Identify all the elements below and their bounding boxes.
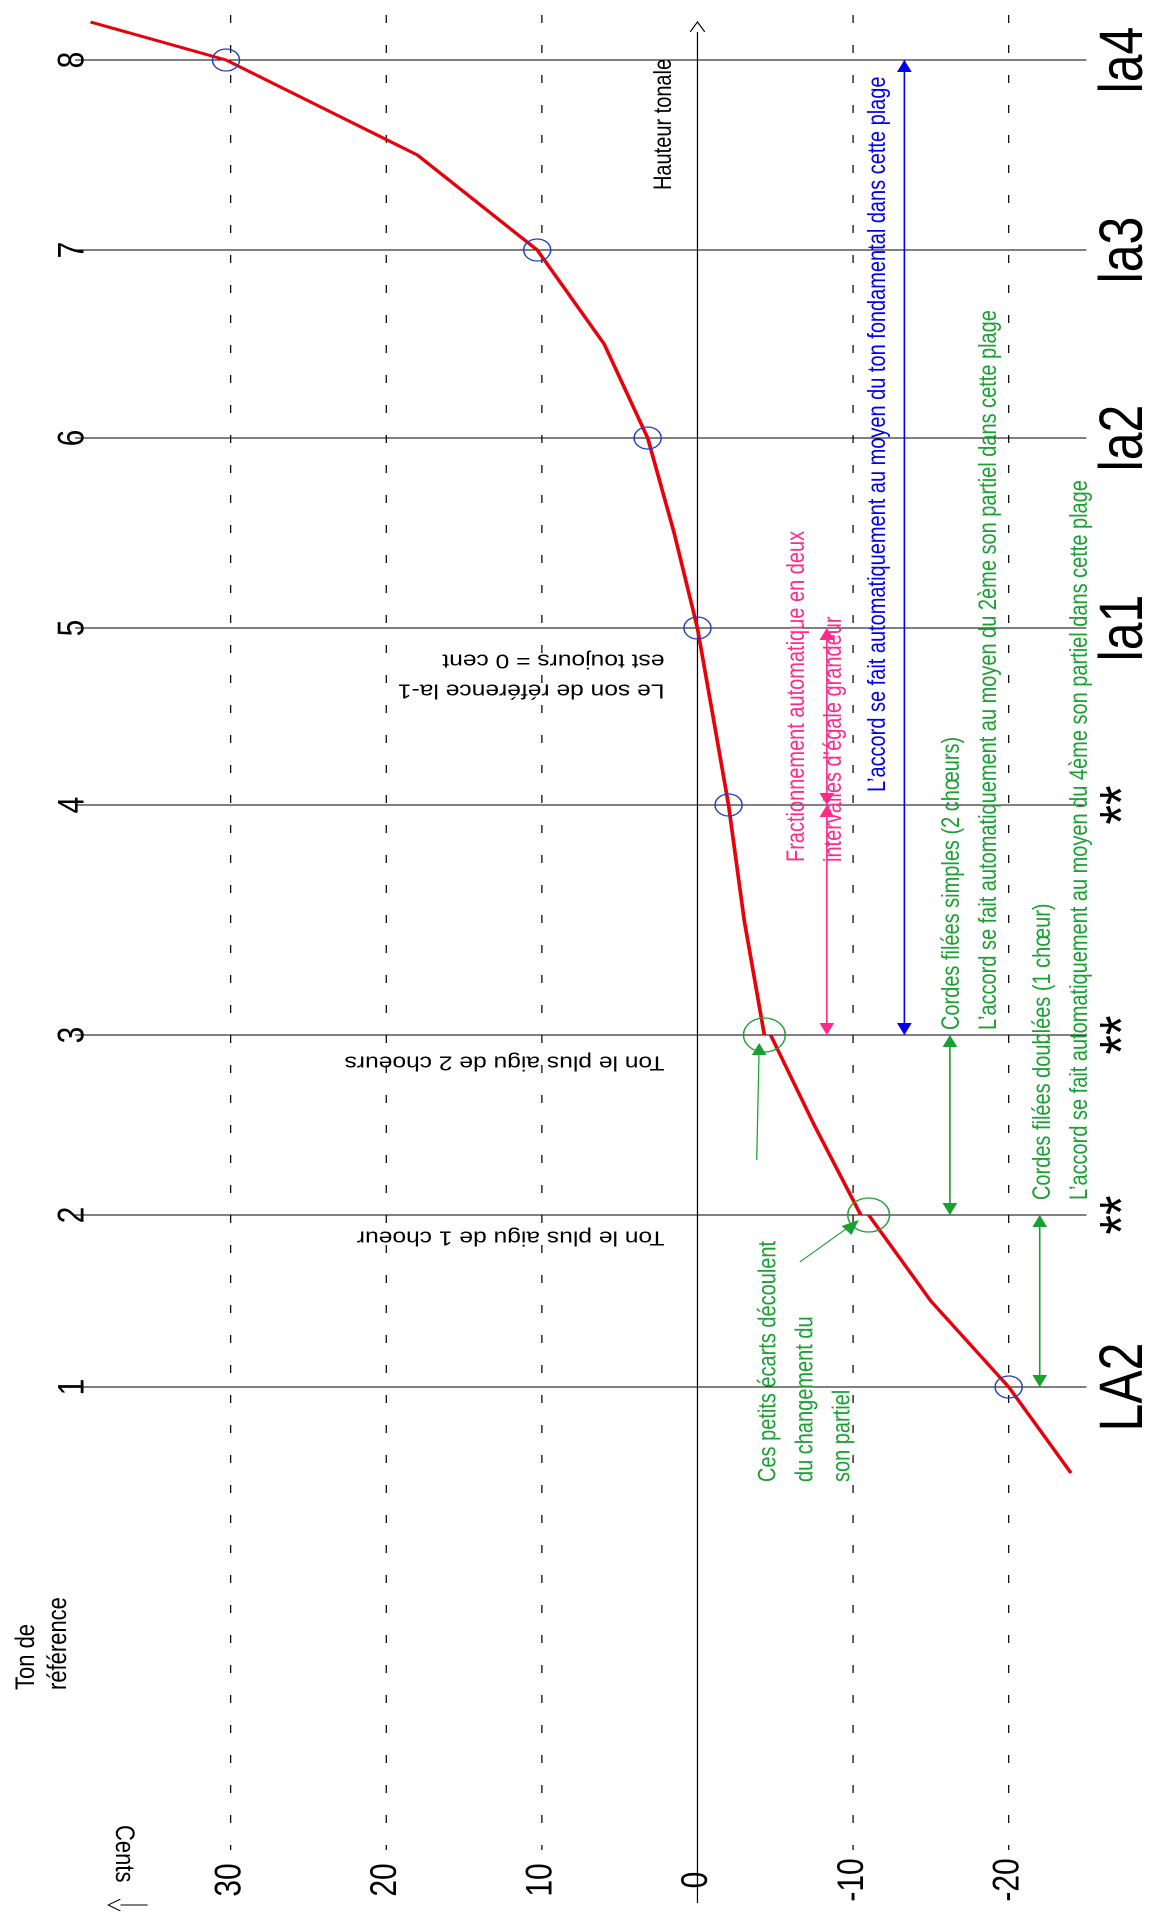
data-point [846, 1197, 891, 1233]
annotation: Ton le plus aigu de 2 choeurs [345, 1052, 665, 1074]
annotation-line: Ces petits écarts découlent [754, 1240, 781, 1482]
note-label: ** [1086, 1196, 1155, 1235]
note-label: la2 [1086, 405, 1155, 472]
x-axis-title: Ton de [11, 1624, 41, 1690]
note-label: la4 [1086, 27, 1155, 94]
annotation-line: Cordes filées doublées (1 chœur) [1028, 903, 1055, 1200]
x-axis-label: Hauteur tonale [649, 59, 676, 190]
arrowhead [819, 793, 835, 805]
annotation: L’accord se fait automatiquement au moye… [863, 77, 890, 792]
annotation-line: Ton le plus aigu de 1 choeur [356, 1227, 664, 1249]
annotation-line: Cordes filées simples (2 chœurs) [937, 737, 964, 1030]
annotation-line: Fractionnement automatique en deux [782, 531, 809, 862]
y-tick-label: 20 [364, 1863, 405, 1896]
arrowhead [896, 60, 912, 72]
annotation-line: L’accord se fait automatiquement au moye… [1065, 480, 1092, 1200]
data-point [211, 48, 241, 72]
annotation: Le son de référence la-1 est toujours = 0… [398, 650, 665, 702]
note-label: la1 [1086, 595, 1155, 662]
y-tick-label: 0 [675, 1872, 716, 1889]
annotation-line: intervalles d’égale grandeur [819, 616, 846, 862]
annotation-line: L’accord se fait automatiquement au moye… [863, 77, 890, 792]
x-tick-label: 6 [52, 430, 93, 447]
data-point [522, 238, 552, 262]
note-label: la3 [1086, 217, 1155, 284]
x-tick-label: 8 [52, 52, 93, 69]
data-point [714, 793, 743, 817]
x-tick-label: 4 [52, 797, 93, 814]
arrowhead [942, 1035, 958, 1047]
annotation-line: Ton le plus aigu de 2 choeurs [345, 1052, 665, 1074]
data-point [633, 426, 662, 450]
arrowhead [841, 1220, 859, 1235]
pointer [756, 1044, 760, 1161]
x-axis-title: référence [43, 1597, 73, 1690]
annotation-line: L’accord se fait automatiquement au moye… [974, 310, 1001, 1030]
annotation-line: du changement du [790, 1316, 817, 1482]
y-tick-label: 10 [520, 1863, 561, 1896]
annotation: Ces petits écarts découlent du changement… [754, 1240, 855, 1482]
annotation-line: son partiel [827, 1390, 854, 1482]
arrowhead [1032, 1215, 1048, 1227]
arrowhead [819, 628, 835, 640]
x-tick-label: 7 [52, 242, 93, 259]
pointer [799, 1224, 852, 1263]
data-point [683, 616, 712, 640]
x-tick-label: 2 [52, 1207, 93, 1224]
arrowhead [942, 1203, 958, 1215]
annotation: Fractionnement automatique en deux interv… [782, 531, 846, 862]
annotation: Cordes filées doublées (1 chœur) L’accord… [1028, 480, 1092, 1200]
arrowhead [751, 1043, 767, 1055]
annotation: Ton le plus aigu de 1 choeur [356, 1227, 664, 1249]
note-label: ** [1086, 1016, 1155, 1055]
y-tick-label: -20 [987, 1858, 1028, 1901]
annotation-line: Le son de référence la-1 [398, 680, 665, 702]
data-point [994, 1375, 1023, 1399]
annotation-line: est toujours = 0 cent [441, 650, 664, 672]
x-tick-label: 3 [52, 1027, 93, 1044]
y-axis-label: Cents [109, 1825, 139, 1882]
arrowhead [819, 805, 835, 817]
y-tick-label: -10 [831, 1858, 872, 1901]
note-label: ** [1086, 786, 1155, 825]
curve [89, 20, 1073, 1474]
annotation: Cordes filées simples (2 chœurs) L’accord… [937, 310, 1001, 1030]
note-label: LA2 [1086, 1343, 1155, 1432]
arrowhead [819, 1023, 835, 1035]
y-tick-label: 30 [209, 1863, 250, 1896]
arrowhead [1032, 1375, 1048, 1387]
x-tick-label: 1 [52, 1379, 93, 1396]
x-tick-label: 5 [52, 620, 93, 637]
arrowhead [896, 1023, 912, 1035]
